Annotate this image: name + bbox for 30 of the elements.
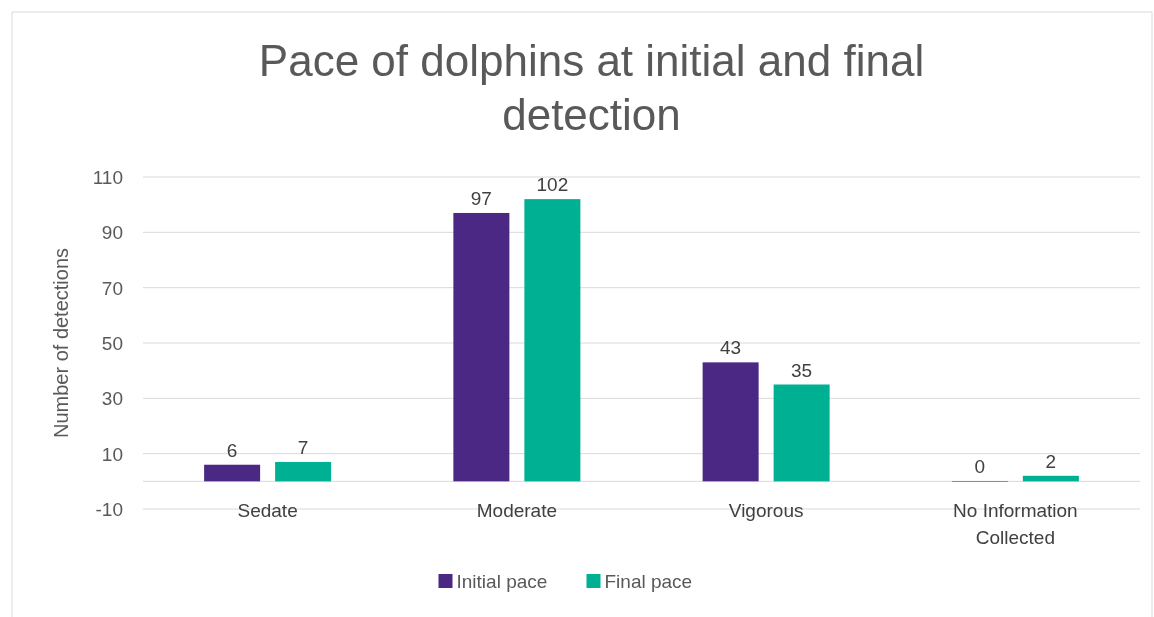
legend-label: Final pace bbox=[604, 571, 693, 592]
bar bbox=[204, 464, 261, 482]
data-label: 7 bbox=[297, 436, 309, 458]
chart-title: Pace of dolphins at initial and final detection bbox=[258, 36, 925, 139]
y-tick-label: 50 bbox=[101, 333, 123, 354]
data-label: 2 bbox=[1045, 450, 1057, 472]
data-label: 0 bbox=[974, 456, 986, 478]
data-label: 35 bbox=[791, 359, 813, 381]
bar bbox=[702, 362, 759, 482]
x-tick-label: No Information Collected bbox=[953, 500, 1078, 548]
bar bbox=[1022, 475, 1079, 482]
y-tick-label: 10 bbox=[101, 443, 123, 465]
data-label: 102 bbox=[536, 174, 569, 196]
bar bbox=[524, 199, 581, 482]
y-axis-title: Number of detections bbox=[50, 247, 72, 439]
x-tick-label: Vigorous bbox=[728, 500, 804, 521]
bar bbox=[453, 212, 510, 482]
x-tick-label: Moderate bbox=[476, 500, 558, 521]
x-tick-label: Sedate bbox=[237, 500, 298, 521]
bar bbox=[275, 461, 332, 482]
y-tick-label: 90 bbox=[101, 222, 123, 244]
data-label: 97 bbox=[470, 187, 492, 209]
y-tick-label: 30 bbox=[101, 388, 123, 410]
bar bbox=[773, 384, 830, 482]
y-tick-label: 70 bbox=[101, 277, 123, 299]
y-tick-label: -10 bbox=[95, 499, 123, 520]
y-tick-label: 110 bbox=[92, 167, 123, 188]
data-label: 6 bbox=[226, 439, 238, 461]
data-label: 43 bbox=[720, 337, 742, 359]
legend-label: Initial pace bbox=[456, 571, 548, 592]
